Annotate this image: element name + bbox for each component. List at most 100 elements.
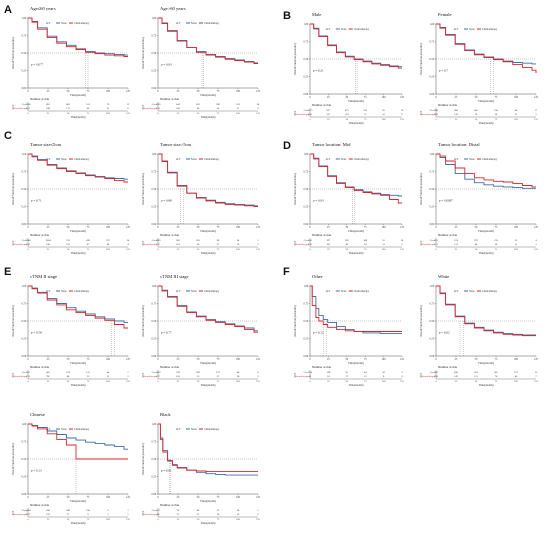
risk-count: 17 (346, 375, 349, 378)
risk-x-tick-label: 0 (27, 518, 29, 521)
risk-table-title: Number at risk (312, 103, 332, 107)
risk-x-tick-label: 75 (495, 248, 498, 251)
x-tick-label: 25 (327, 358, 330, 361)
risk-count: 9 (401, 113, 403, 116)
risk-x-tick-label: 50 (67, 518, 70, 521)
risk-x-tick-label: 100 (106, 380, 111, 383)
y-tick-label: 0.25 (151, 338, 156, 341)
x-tick-label: 100 (382, 226, 387, 229)
x-axis-title: Time(month) (478, 229, 494, 233)
risk-count: 102 (327, 243, 332, 246)
risk-x-tick-label: 50 (67, 248, 70, 251)
legend-label-none: None (191, 22, 197, 25)
risk-row-label: Chemotherapy (12, 513, 27, 516)
risk-count: 243 (26, 243, 31, 246)
y-tick-label: 0.75 (429, 41, 434, 44)
x-tick-label: 0 (435, 226, 437, 229)
risk-count: 205 (196, 239, 201, 242)
risk-x-tick-label: 100 (106, 248, 111, 251)
chart-title: Black (160, 412, 171, 417)
x-tick-label: 25 (327, 96, 330, 99)
x-tick-label: 0 (157, 226, 159, 229)
y-tick-label: 0.50 (21, 458, 26, 461)
risk-count: 24 (364, 243, 367, 246)
y-tick-label: 0.00 (21, 493, 26, 496)
x-tick-label: 100 (236, 496, 241, 499)
y-tick-label: 1.00 (429, 285, 434, 288)
survival-curve-chemotherapy (158, 423, 258, 473)
risk-count: 18 (237, 375, 240, 378)
risk-count: 195 (46, 513, 51, 516)
x-axis-title: Time(month) (478, 99, 494, 103)
x-tick-label: 100 (106, 90, 111, 93)
risk-x-axis-title: Time(month) (71, 252, 86, 255)
y-axis-title: Overall Survival probability (141, 304, 145, 337)
risk-x-tick-label: 50 (197, 248, 200, 251)
risk-count: 40 (197, 509, 200, 512)
risk-x-tick-label: 100 (106, 518, 111, 521)
risk-count: 249 (66, 509, 71, 512)
y-axis-title: Overall Survival probability (11, 36, 15, 69)
chart-title: Tumor location: Mid (312, 142, 351, 147)
risk-row-label: None (22, 509, 28, 512)
risk-count: 13 (382, 243, 385, 246)
risk-x-tick-label: 125 (534, 248, 539, 251)
risk-row-label: None (152, 509, 158, 512)
risk-count: 40 (346, 243, 349, 246)
risk-x-axis-title: Time(month) (479, 252, 494, 255)
y-tick-label: 0.50 (429, 188, 434, 191)
risk-x-tick-label: 25 (327, 380, 330, 383)
legend-label-none: None (191, 290, 197, 293)
legend-title: nCT (46, 22, 51, 25)
risk-x-tick-label: 75 (364, 248, 367, 251)
y-axis-title: Overall Survival probability (141, 36, 145, 69)
risk-x-tick-label: 100 (236, 380, 241, 383)
risk-group-label: nCT (294, 110, 297, 115)
x-tick-label: 125 (400, 358, 405, 361)
y-tick-label: 0.00 (151, 223, 156, 226)
x-tick-label: 50 (345, 96, 348, 99)
y-tick-label: 0.00 (151, 355, 156, 358)
x-tick-label: 100 (514, 358, 519, 361)
risk-group-label: nCT (294, 372, 297, 377)
x-tick-label: 75 (87, 496, 90, 499)
risk-x-tick-label: 75 (87, 248, 90, 251)
risk-row-label: None (304, 371, 310, 374)
x-tick-label: 25 (177, 496, 180, 499)
risk-x-tick-label: 50 (475, 118, 478, 121)
chart-title: cTNM III stage (160, 274, 189, 279)
p-value-label: p = 0.58 (31, 331, 42, 335)
risk-x-tick-label: 75 (87, 112, 90, 115)
y-tick-label: 1.00 (303, 285, 308, 288)
risk-count: 46 (67, 375, 70, 378)
legend-label-chemo: Chemotherapy (204, 290, 220, 293)
x-tick-label: 0 (27, 226, 29, 229)
risk-x-tick-label: 50 (197, 380, 200, 383)
risk-count: 27 (217, 375, 220, 378)
x-tick-label: 25 (177, 358, 180, 361)
risk-count: 6 (127, 107, 129, 110)
risk-count: 46 (107, 371, 110, 374)
risk-x-tick-label: 50 (475, 248, 478, 251)
risk-count: 143 (454, 113, 459, 116)
y-tick-label: 1.00 (21, 285, 26, 288)
risk-count: 195 (494, 239, 499, 242)
risk-count: 1 (127, 509, 129, 512)
y-tick-label: 0.50 (21, 52, 26, 55)
y-tick-label: 0.50 (21, 188, 26, 191)
risk-count: 289 (434, 113, 439, 116)
risk-x-tick-label: 0 (157, 248, 159, 251)
x-tick-label: 0 (27, 496, 29, 499)
risk-table-title: Number at risk (160, 503, 180, 507)
risk-count: 31 (107, 107, 110, 110)
risk-x-tick-label: 100 (514, 248, 519, 251)
risk-x-tick-label: 25 (327, 118, 330, 121)
x-axis-title: Time(month) (478, 361, 494, 365)
x-axis-title: Time(month) (200, 499, 216, 503)
risk-count: 253 (156, 107, 161, 110)
risk-count: 41 (382, 113, 385, 116)
legend-label-none: None (61, 290, 67, 293)
